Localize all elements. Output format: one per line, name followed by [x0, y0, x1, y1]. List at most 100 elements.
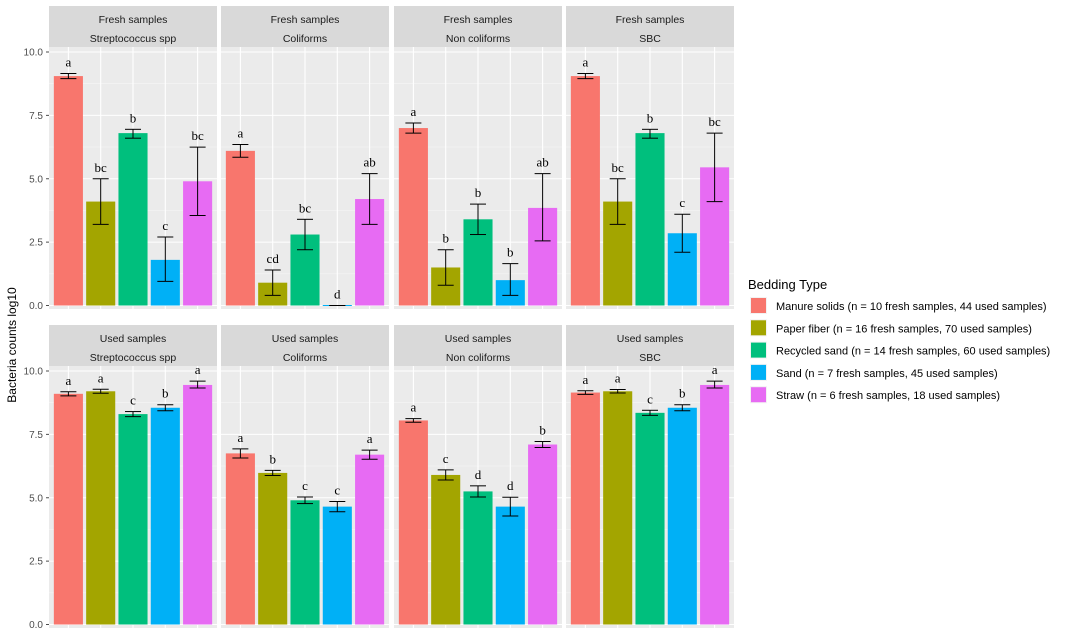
strip-label-bottom: Coliforms	[283, 33, 327, 45]
y-tick-label: 0.0	[29, 301, 43, 312]
y-tick-label: 7.5	[29, 111, 43, 122]
legend-items: Manure solids (n = 10 fresh samples, 44 …	[750, 297, 1050, 404]
y-tick-label: 0.0	[29, 620, 43, 631]
legend-swatch	[751, 298, 766, 313]
bar	[570, 76, 600, 306]
significance-label: a	[712, 362, 718, 377]
significance-label: a	[582, 372, 588, 387]
legend-swatch	[751, 364, 766, 380]
significance-label: c	[130, 393, 136, 408]
strip-label-bottom: Streptococcus spp	[90, 33, 177, 45]
significance-label: b	[539, 422, 546, 437]
legend-item: Manure solids (n = 10 fresh samples, 44 …	[750, 297, 1047, 314]
bar	[183, 384, 213, 625]
significance-label: c	[302, 478, 308, 493]
facet-strip	[49, 325, 217, 366]
significance-label: a	[65, 373, 71, 388]
y-tick-label: 2.5	[29, 238, 43, 249]
significance-label: a	[410, 400, 416, 415]
bar	[258, 472, 288, 625]
bar	[635, 133, 665, 306]
significance-label: b	[679, 386, 686, 401]
legend-label: Manure solids (n = 10 fresh samples, 44 …	[776, 301, 1047, 313]
legend-item: Straw (n = 6 fresh samples, 18 used samp…	[750, 386, 1000, 404]
significance-label: d	[507, 478, 514, 493]
significance-label: a	[237, 126, 243, 141]
strip-label-top: Fresh samples	[444, 14, 513, 26]
significance-label: a	[582, 55, 588, 70]
bar	[225, 150, 255, 306]
legend: Bedding Type Manure solids (n = 10 fresh…	[748, 277, 1050, 404]
significance-label: b	[442, 231, 449, 246]
bar	[290, 500, 320, 625]
strip-label-top: Fresh samples	[271, 14, 340, 26]
strip-label-top: Fresh samples	[616, 14, 685, 26]
bar	[322, 506, 352, 625]
bar	[118, 133, 148, 306]
bar	[225, 453, 255, 625]
significance-label: c	[162, 218, 168, 233]
legend-swatch	[751, 320, 766, 336]
y-tick-label: 2.5	[29, 557, 43, 568]
bar	[431, 474, 461, 625]
facet-strip	[394, 325, 562, 366]
strip-label-bottom: SBC	[639, 33, 661, 45]
significance-label: c	[334, 483, 340, 498]
significance-label: bc	[95, 160, 108, 175]
bar	[398, 420, 428, 625]
legend-item: Recycled sand (n = 14 fresh samples, 60 …	[750, 341, 1050, 359]
bar	[570, 392, 600, 625]
legend-label: Sand (n = 7 fresh samples, 45 used sampl…	[776, 368, 998, 380]
strip-label-top: Used samples	[100, 333, 167, 345]
significance-label: bc	[708, 114, 721, 129]
significance-label: c	[443, 451, 449, 466]
facet-panel: Used samples SBC a a c b a	[566, 325, 734, 628]
facet-panel: Used samples Coliforms a b c c a	[221, 325, 389, 628]
bar	[86, 391, 116, 625]
bar	[150, 407, 180, 625]
strip-label-top: Used samples	[445, 333, 512, 345]
facet-strip	[221, 6, 389, 47]
y-tick-label: 10.0	[24, 48, 44, 59]
legend-swatch	[751, 387, 766, 403]
bar	[355, 454, 385, 625]
y-axis-title: Bacteria counts log10	[5, 287, 19, 403]
y-tick-label: 5.0	[29, 174, 43, 185]
bar	[603, 391, 633, 625]
significance-label: c	[647, 391, 653, 406]
strip-label-bottom: Streptococcus spp	[90, 352, 177, 364]
legend-label: Paper fiber (n = 16 fresh samples, 70 us…	[776, 323, 1032, 335]
significance-label: b	[475, 185, 482, 200]
significance-label: ab	[363, 155, 375, 170]
significance-label: a	[65, 55, 71, 70]
significance-label: c	[679, 195, 685, 210]
strip-label-top: Fresh samples	[99, 14, 168, 26]
y-tick-label: 10.0	[24, 367, 44, 378]
bar	[53, 76, 83, 306]
facet-strip	[394, 6, 562, 47]
facet-strip	[566, 6, 734, 47]
significance-label: a	[195, 362, 201, 377]
y-tick-label: 7.5	[29, 430, 43, 441]
significance-label: bc	[299, 200, 312, 215]
significance-label: b	[269, 451, 276, 466]
facet-strip	[221, 325, 389, 366]
strip-label-bottom: Coliforms	[283, 352, 327, 364]
significance-label: a	[98, 370, 104, 385]
legend-label: Recycled sand (n = 14 fresh samples, 60 …	[776, 346, 1050, 358]
significance-label: d	[475, 467, 482, 482]
bar	[53, 393, 83, 625]
significance-label: a	[615, 371, 621, 386]
significance-label: ab	[536, 155, 548, 170]
significance-label: cd	[267, 251, 280, 266]
facet-panel: Fresh samples Coliforms a cd bc d ab	[221, 6, 389, 309]
facet-strip	[566, 325, 734, 366]
significance-label: a	[367, 431, 373, 446]
significance-label: b	[130, 110, 137, 125]
bar	[700, 384, 730, 625]
strip-label-top: Used samples	[272, 333, 339, 345]
